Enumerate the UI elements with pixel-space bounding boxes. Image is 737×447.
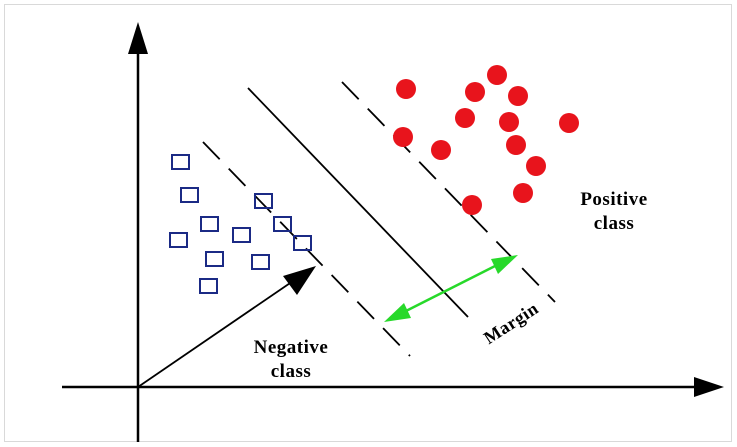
positive-class-label-line2: class: [593, 213, 635, 234]
positive-point: [393, 127, 413, 147]
negative-class-label-line2: class: [270, 361, 312, 382]
negative-class-label: Negative class: [228, 336, 354, 384]
diagram-frame: [4, 4, 732, 442]
negative-point: [199, 278, 218, 294]
negative-point: [200, 216, 219, 232]
positive-class-label-line1: Positive: [580, 189, 648, 210]
negative-class-label-line1: Negative: [253, 337, 329, 358]
negative-point: [169, 232, 188, 248]
positive-point: [465, 82, 485, 102]
x-axis-arrowhead: [694, 377, 724, 397]
negative-point: [273, 216, 292, 232]
positive-point: [431, 140, 451, 160]
negative-point: [254, 193, 273, 209]
margin-arrow: [384, 255, 518, 322]
negative-points: [169, 154, 312, 294]
negative-point: [171, 154, 190, 170]
positive-point: [455, 108, 475, 128]
margin-arrowhead-left: [384, 303, 411, 322]
positive-point: [506, 135, 526, 155]
negative-point: [180, 187, 199, 203]
negative-point: [251, 254, 270, 270]
positive-points: [393, 65, 579, 215]
positive-point: [462, 195, 482, 215]
weight-vector-arrowhead: [283, 266, 316, 295]
margin-arrowhead-right: [491, 255, 518, 274]
positive-margin-line: [341, 81, 556, 303]
y-axis-arrowhead: [128, 22, 148, 54]
positive-point: [559, 113, 579, 133]
margin-arrow-line: [401, 261, 502, 315]
axes: [62, 22, 724, 442]
positive-point: [508, 86, 528, 106]
positive-point: [499, 112, 519, 132]
positive-class-label: Positive class: [558, 188, 670, 236]
negative-point: [205, 251, 224, 267]
negative-point: [293, 235, 312, 251]
positive-point: [487, 65, 507, 85]
negative-point: [232, 227, 251, 243]
weight-vector: [137, 266, 316, 388]
positive-point: [513, 183, 533, 203]
weight-vector-line: [137, 278, 297, 388]
decision-boundary: [247, 87, 469, 318]
positive-point: [396, 79, 416, 99]
positive-point: [526, 156, 546, 176]
